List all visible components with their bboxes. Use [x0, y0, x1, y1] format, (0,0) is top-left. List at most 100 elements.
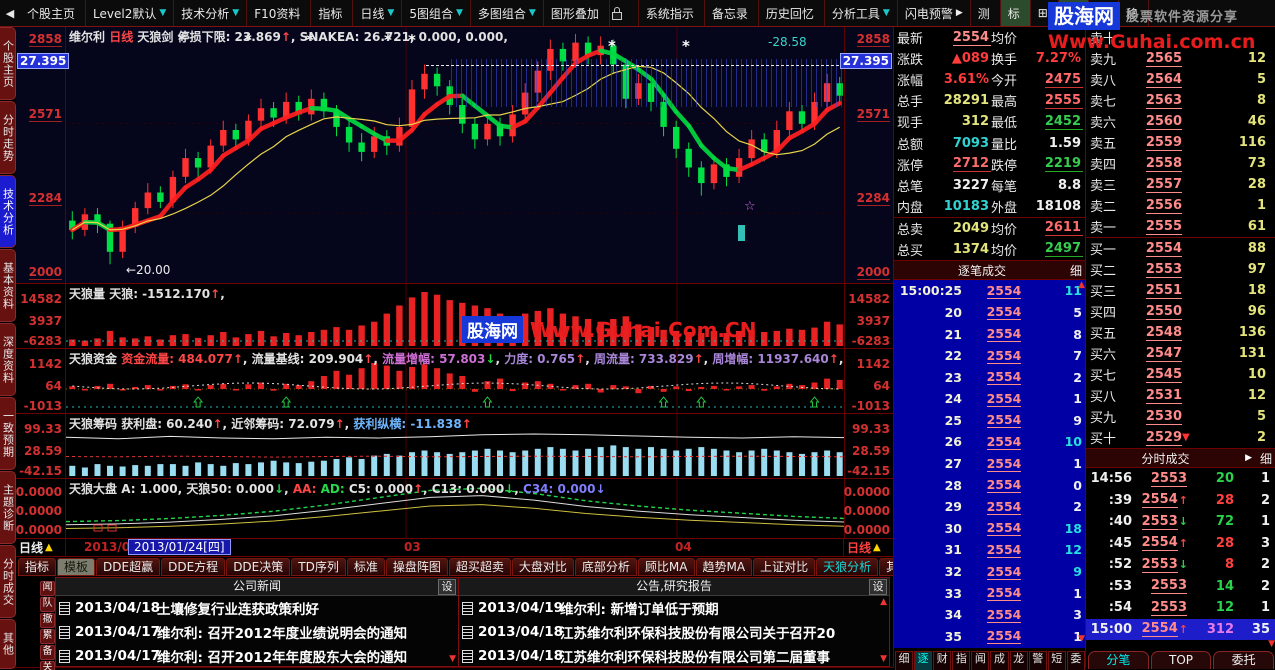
- tick-row[interactable]: 31 2554 12: [894, 539, 1086, 561]
- scroll-down-icon[interactable]: ▼: [1078, 634, 1085, 644]
- indicator-tab[interactable]: 标准: [346, 558, 385, 576]
- trade-row[interactable]: :45 2554 ↑ 28 3: [1086, 533, 1275, 555]
- tick-row[interactable]: 20 2554 5: [894, 302, 1086, 324]
- orderbook-row[interactable]: 买二 2553 97: [1086, 259, 1275, 280]
- tick-mini-tab[interactable]: 细: [895, 651, 914, 670]
- orderbook-row[interactable]: 卖九 2565 12: [1086, 48, 1275, 69]
- tick-row[interactable]: 28 2554 0: [894, 474, 1086, 496]
- indicator-tab[interactable]: 顾比MA: [637, 558, 695, 576]
- tick-row[interactable]: 34 2554 3: [894, 604, 1086, 626]
- trade-tab[interactable]: TOP: [1150, 651, 1212, 669]
- news-item[interactable]: 2013/04/18 江苏维尔利环保科技股份有限公司第二届董事: [459, 644, 889, 668]
- news-mini-tab[interactable]: 关: [40, 661, 55, 670]
- news-item[interactable]: 2013/04/18 土壤修复行业连获政策利好: [56, 596, 458, 620]
- menu-item[interactable]: 5图组合 ▼: [402, 0, 471, 26]
- orderbook-row[interactable]: 买八 2531 12: [1086, 385, 1275, 406]
- tick-row[interactable]: 27 2554 1: [894, 453, 1086, 475]
- menu-item[interactable]: 分析工具 ▼: [825, 0, 898, 26]
- tick-row[interactable]: 33 2554 1: [894, 582, 1086, 604]
- sidebar-tab[interactable]: 深度资料: [0, 323, 16, 396]
- tick-row[interactable]: 24 2554 1: [894, 388, 1086, 410]
- menu-item[interactable]: 指标: [311, 0, 354, 26]
- scroll-up-icon[interactable]: ▲: [1078, 280, 1085, 290]
- orderbook-row[interactable]: 卖三 2557 28: [1086, 174, 1275, 195]
- scroll-down-icon[interactable]: ▼: [880, 654, 887, 664]
- trade-row[interactable]: :39 2554 ↑ 28 2: [1086, 490, 1275, 512]
- sidebar-tab[interactable]: 分时成交: [0, 545, 16, 618]
- selected-date-box[interactable]: 2013/01/24[四]: [128, 539, 231, 555]
- chip-chart[interactable]: 天狼筹码 获利盘: 60.240↑, 近邻筹码: 72.079↑, 获利纵横: …: [65, 414, 845, 478]
- indicator-tab[interactable]: 指标: [18, 558, 57, 576]
- indicator-tab[interactable]: TD序列: [291, 558, 346, 576]
- sidebar-tab[interactable]: 一致预期: [0, 397, 16, 470]
- menu-item[interactable]: 标: [1000, 0, 1031, 26]
- trade-row[interactable]: 15:00 2554 ↑ 312 35: [1086, 618, 1275, 640]
- tick-row[interactable]: 29 2554 2: [894, 496, 1086, 518]
- indicator-tab[interactable]: 上证对比: [753, 558, 816, 576]
- indicator-tab[interactable]: 趋势MA: [695, 558, 753, 576]
- tick-row[interactable]: 22 2554 7: [894, 345, 1086, 367]
- news-item[interactable]: 2013/04/19 维尔利: 新增订单低于预期: [459, 596, 889, 620]
- candlestick-chart[interactable]: 维尔利 日线 天狼剑 停损下限: 23.869↑, SNAKEA: 26.721…: [65, 27, 845, 283]
- timeline-track[interactable]: 2013/01 2013/01/24[四] 03 04: [65, 539, 844, 556]
- fund-chart[interactable]: 天狼资金 资金流量: 484.077↑, 流量基线: 209.904↑, 流量增…: [65, 349, 845, 413]
- tick-row[interactable]: 35 2554 1: [894, 626, 1086, 648]
- trade-row[interactable]: :53 2553 14 2: [1086, 576, 1275, 598]
- indicator-tab[interactable]: DDE超赢: [96, 558, 161, 576]
- news-mini-tab[interactable]: 闻: [40, 581, 55, 596]
- orderbook-row[interactable]: 卖七 2563 8: [1086, 90, 1275, 111]
- volume-chart[interactable]: 天狼量 天狼: -1512.170↑,: [65, 284, 845, 348]
- tick-detail-button[interactable]: 细: [1069, 263, 1082, 278]
- menu-item[interactable]: 历史回忆: [759, 0, 825, 26]
- tick-row[interactable]: 21 2554 8: [894, 323, 1086, 345]
- sidebar-tab[interactable]: 其他: [0, 619, 16, 669]
- tick-row[interactable]: 32 2554 9: [894, 561, 1086, 583]
- tick-mini-tab[interactable]: 成: [990, 651, 1009, 670]
- indicator-tab[interactable]: 天狼分析: [816, 558, 879, 576]
- trade-row[interactable]: :54 2553 12 1: [1086, 597, 1275, 619]
- trade-row[interactable]: :52 2553 ↓ 8 2: [1086, 554, 1275, 576]
- tick-list[interactable]: 15:00:25 2554 11 20 2554 5 21 2554 8: [894, 280, 1086, 649]
- tick-mini-tab[interactable]: 警: [1028, 651, 1047, 670]
- menu-item[interactable]: 个股主页: [20, 0, 87, 26]
- menu-item[interactable]: [610, 0, 639, 26]
- news-mini-tab[interactable]: 累: [40, 629, 55, 644]
- indicator-tab[interactable]: 操盘阵图: [385, 558, 448, 576]
- trade-row[interactable]: 14:56 2553 20 1: [1086, 468, 1275, 490]
- news-item[interactable]: 2013/04/17 维尔利: 召开2012年年度股东大会的通知: [56, 644, 458, 668]
- news-mini-tab[interactable]: 备: [40, 645, 55, 660]
- news-mini-tab[interactable]: 队: [40, 597, 55, 612]
- tick-mini-tab[interactable]: 短: [1047, 651, 1066, 670]
- orderbook-row[interactable]: 买十 2529 ▼ 2: [1086, 427, 1275, 448]
- trade-row[interactable]: :40 2553 ↓ 72 1: [1086, 511, 1275, 533]
- tick-mini-tab[interactable]: 指: [952, 651, 971, 670]
- tick-row[interactable]: 23 2554 2: [894, 366, 1086, 388]
- trades-panel-header[interactable]: 分时成交 ▶ 细: [1086, 448, 1275, 468]
- menu-item[interactable]: 日线 ▼: [353, 0, 403, 26]
- trade-tab[interactable]: 分笔: [1088, 651, 1149, 669]
- sidebar-tab[interactable]: 主题诊断: [0, 471, 16, 544]
- orderbook-row[interactable]: 卖二 2556 1: [1086, 195, 1275, 216]
- sidebar-tab[interactable]: 基本资料: [0, 249, 16, 322]
- trades-detail-button[interactable]: 细: [1259, 451, 1272, 466]
- tick-mini-tab[interactable]: 委: [1066, 651, 1085, 670]
- menu-item[interactable]: 移: [1119, 0, 1149, 26]
- indicator-tab[interactable]: 超买超卖: [448, 558, 511, 576]
- indicator-tab[interactable]: 底部分析: [574, 558, 637, 576]
- period-label-left[interactable]: 日线 ▲: [19, 541, 53, 555]
- tick-row[interactable]: 26 2554 10: [894, 431, 1086, 453]
- tick-mini-tab[interactable]: 闻: [971, 651, 990, 670]
- menu-item[interactable]: 测: [971, 0, 1001, 26]
- orderbook-row[interactable]: 买六 2547 131: [1086, 343, 1275, 364]
- news-item[interactable]: 2013/04/17 维尔利: 召开2012年度业绩说明会的通知: [56, 620, 458, 644]
- tick-row[interactable]: 25 2554 9: [894, 410, 1086, 432]
- back-icon[interactable]: ◀: [5, 6, 15, 20]
- orderbook-row[interactable]: 买九 2530 5: [1086, 406, 1275, 427]
- scroll-up-icon[interactable]: ▲: [880, 597, 887, 607]
- orderbook-row[interactable]: 买三 2551 18: [1086, 280, 1275, 301]
- menu-item[interactable]: ⊞: [1031, 0, 1059, 26]
- menu-item[interactable]: 闪电预警 ▶: [898, 0, 971, 26]
- menu-item[interactable]: F10资料: [247, 0, 312, 26]
- scroll-down-icon[interactable]: ▼: [1268, 639, 1275, 649]
- orderbook-row[interactable]: 买一 2554 88: [1086, 237, 1275, 259]
